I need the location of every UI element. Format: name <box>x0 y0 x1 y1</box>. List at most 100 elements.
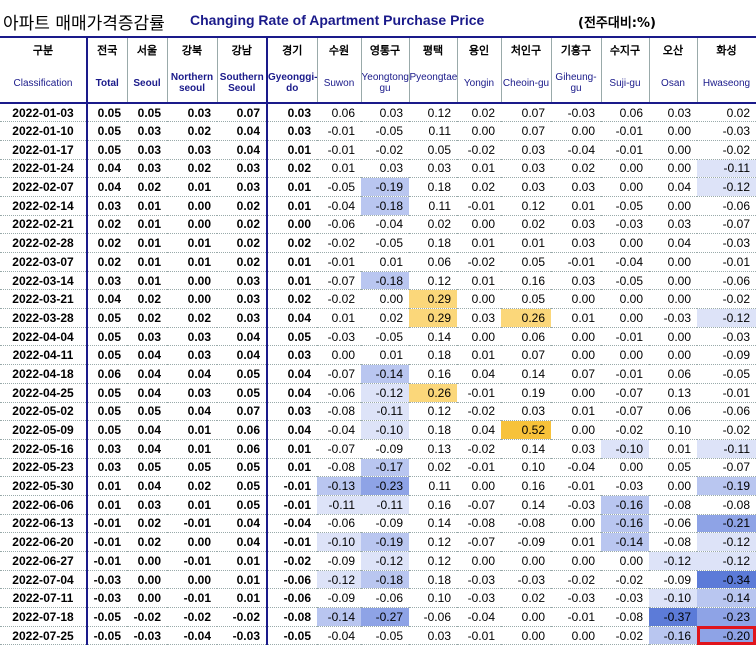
cell-cheoin-gu: -0.09 <box>501 532 551 552</box>
cell-hwaseong: -0.03 <box>697 327 756 347</box>
cell-suji-gu: -0.03 <box>601 476 649 496</box>
column-header-en: Cheoin-gu <box>502 78 550 89</box>
cell-hwaseong: -0.12 <box>697 177 756 197</box>
row-date: 2022-07-25 <box>0 626 88 645</box>
cell-suji-gu: -0.02 <box>601 420 649 440</box>
cell-cheoin-gu: 0.03 <box>501 140 551 160</box>
cell-suwon: -0.08 <box>317 458 361 478</box>
column-header-1: 전국 Total <box>87 38 128 104</box>
cell-southern-seoul: 0.02 <box>217 215 268 235</box>
cell-total: 0.02 <box>87 252 127 272</box>
cell-osan: -0.12 <box>649 551 697 571</box>
cell-pyeongtaek: 0.06 <box>409 252 457 272</box>
cell-yeongtong-gu: -0.05 <box>361 626 409 645</box>
cell-total: 0.05 <box>87 327 127 347</box>
cell-total: 0.02 <box>87 233 127 253</box>
cell-giheung-gu: 0.07 <box>551 364 601 384</box>
cell-giheung-gu: -0.01 <box>551 252 601 272</box>
column-header-ko: 오산 <box>662 44 684 57</box>
cell-gyeonggi-do: 0.03 <box>267 402 317 422</box>
column-header-5: 경기 Gyeonggi-do <box>267 38 318 104</box>
cell-seoul: 0.01 <box>127 271 167 291</box>
column-header-ko: 전국 <box>97 44 118 57</box>
cell-hwaseong: -0.01 <box>697 383 756 403</box>
cell-pyeongtaek: 0.18 <box>409 570 457 590</box>
column-header-en: Pyeongtaek <box>409 72 457 83</box>
cell-suji-gu: 0.00 <box>601 551 649 571</box>
cell-southern-seoul: 0.04 <box>217 140 268 160</box>
column-header-en: Yeongtong-gu <box>361 72 409 94</box>
cell-hwaseong: -0.34 <box>697 570 756 590</box>
cell-osan: 0.00 <box>649 271 697 291</box>
cell-cheoin-gu: 0.14 <box>501 439 551 459</box>
cell-seoul: 0.02 <box>127 514 167 534</box>
cell-seoul: 0.00 <box>127 588 167 609</box>
cell-southern-seoul: 0.04 <box>217 532 268 552</box>
table-row: 2022-06-06 0.01 0.03 0.01 0.05 -0.01 -0.11 -0.1… <box>0 495 756 515</box>
cell-southern-seoul: -0.02 <box>217 607 268 627</box>
cell-total: 0.04 <box>87 159 127 179</box>
cell-gyeonggi-do: 0.05 <box>267 327 317 347</box>
cell-hwaseong: -0.02 <box>697 289 756 310</box>
column-header-14: 화성 Hwaseong <box>697 38 756 104</box>
row-date: 2022-03-28 <box>0 308 88 328</box>
table-body: 2022-01-03 0.05 0.05 0.03 0.07 0.03 0.06 0.03 0.… <box>0 103 756 645</box>
cell-hwaseong: -0.21 <box>697 514 756 534</box>
cell-giheung-gu: 0.00 <box>551 345 601 366</box>
cell-cheoin-gu: 0.02 <box>501 588 551 609</box>
cell-suwon: -0.05 <box>317 177 361 197</box>
cell-osan: 0.06 <box>649 402 697 422</box>
cell-hwaseong: -0.20 <box>697 626 756 645</box>
cell-yeongtong-gu: -0.17 <box>361 458 409 478</box>
cell-giheung-gu: 0.00 <box>551 514 601 534</box>
cell-seoul: 0.01 <box>127 252 167 272</box>
cell-suji-gu: 0.00 <box>601 458 649 478</box>
cell-hwaseong: -0.12 <box>697 308 756 328</box>
cell-giheung-gu: 0.03 <box>551 439 601 459</box>
cell-giheung-gu: -0.03 <box>551 588 601 609</box>
cell-yeongtong-gu: -0.12 <box>361 551 409 571</box>
cell-hwaseong: -0.19 <box>697 476 756 496</box>
cell-suji-gu: -0.08 <box>601 607 649 627</box>
cell-gyeonggi-do: 0.03 <box>267 345 317 366</box>
cell-total: -0.03 <box>87 570 127 590</box>
cell-cheoin-gu: 0.14 <box>501 364 551 384</box>
cell-yeongtong-gu: -0.05 <box>361 121 409 141</box>
cell-gyeonggi-do: -0.02 <box>267 551 317 571</box>
cell-suwon: -0.04 <box>317 196 361 216</box>
column-header-en: Southern Seoul <box>219 72 264 94</box>
cell-pyeongtaek: 0.29 <box>409 289 457 310</box>
cell-suji-gu: -0.10 <box>601 439 649 459</box>
cell-osan: -0.16 <box>649 626 697 645</box>
cell-pyeongtaek: 0.14 <box>409 327 457 347</box>
cell-gyeonggi-do: 0.03 <box>267 121 317 141</box>
cell-cheoin-gu: 0.05 <box>501 289 551 310</box>
column-header-4: 강남 Southern Seoul <box>217 38 268 104</box>
cell-gyeonggi-do: 0.01 <box>267 439 317 459</box>
table-row: 2022-01-17 0.05 0.03 0.03 0.04 0.01 -0.01 -0.02… <box>0 140 756 160</box>
cell-gyeonggi-do: -0.01 <box>267 476 317 496</box>
cell-pyeongtaek: 0.12 <box>409 402 457 422</box>
cell-suwon: -0.04 <box>317 626 361 645</box>
column-header-10: 처인구 Cheoin-gu <box>501 38 552 104</box>
cell-giheung-gu: 0.03 <box>551 233 601 253</box>
cell-southern-seoul: 0.07 <box>217 402 268 422</box>
table-row: 2022-05-16 0.03 0.04 0.01 0.06 0.01 -0.07 -0.09… <box>0 439 756 459</box>
cell-seoul: -0.03 <box>127 626 167 645</box>
cell-yeongtong-gu: -0.04 <box>361 215 409 235</box>
table-row: 2022-01-03 0.05 0.05 0.03 0.07 0.03 0.06 0.03 0.… <box>0 103 756 123</box>
cell-seoul: 0.03 <box>127 121 167 141</box>
cell-total: 0.04 <box>87 177 127 197</box>
cell-giheung-gu: -0.04 <box>551 458 601 478</box>
cell-pyeongtaek: 0.18 <box>409 345 457 366</box>
cell-suwon: -0.11 <box>317 495 361 515</box>
cell-northern-seoul: 0.00 <box>167 215 217 235</box>
column-header-13: 오산 Osan <box>649 38 698 104</box>
cell-yeongtong-gu: -0.11 <box>361 495 409 515</box>
cell-northern-seoul: -0.01 <box>167 588 217 609</box>
cell-suji-gu: -0.07 <box>601 383 649 403</box>
cell-yeongtong-gu: -0.10 <box>361 420 409 440</box>
cell-giheung-gu: 0.00 <box>551 327 601 347</box>
cell-northern-seoul: 0.01 <box>167 252 217 272</box>
row-date: 2022-02-21 <box>0 215 88 235</box>
